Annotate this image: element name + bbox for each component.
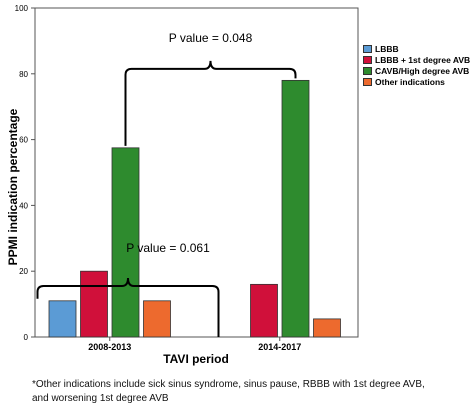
legend-swatch-lbbb-avb [363,55,372,64]
x-tick-label: 2014-2017 [258,342,301,352]
bars-layer [48,79,341,338]
p-value-label: P value = 0.061 [126,241,210,255]
p-value-label: P value = 0.048 [169,31,253,45]
bar [313,318,341,338]
footnote-line: and worsening 1st degree AVB [32,393,169,404]
y-tick-label: 40 [19,201,28,210]
footnote: *Other indications include sick sinus sy… [32,378,472,406]
legend-label: Other indications [375,76,445,87]
x-axis-label: TAVI period [163,352,229,366]
annotation-layer: P value = 0.048 P value = 0.061 [36,31,297,337]
bar [250,283,278,338]
legend-swatch-other [363,77,372,86]
legend-label: LBBB [375,43,399,54]
bar [48,300,77,338]
legend-label: LBBB + 1st degree AVB [375,54,471,65]
legend: LBBB LBBB + 1st degree AVB CAVB/High deg… [363,43,470,87]
y-axis-label: PPMI indication percentage [6,108,20,265]
axis-layer: 0 20 40 60 80 100 2008-2013 2014-2017 [15,4,359,352]
bar [111,147,140,338]
bar [281,79,310,338]
y-tick-label: 60 [19,136,28,145]
legend-swatch-lbbb [363,44,372,53]
legend-label: CAVB/High degree AVB [375,65,470,76]
legend-item: LBBB [363,43,470,54]
plot-frame [34,7,359,338]
bar [143,300,171,338]
significance-bracket [124,60,297,146]
bar [80,270,108,338]
legend-item: Other indications [363,76,470,87]
x-tick-label: 2008-2013 [88,342,131,352]
footnote-line: *Other indications include sick sinus sy… [32,379,425,390]
legend-item: CAVB/High degree AVB [363,65,470,76]
legend-swatch-cavb [363,66,372,75]
legend-item: LBBB + 1st degree AVB [363,54,470,65]
y-tick-label: 80 [19,70,28,79]
significance-bracket [36,277,220,337]
y-tick-label: 20 [19,267,28,276]
y-tick-label: 100 [15,4,29,13]
y-tick-label: 0 [24,333,29,342]
